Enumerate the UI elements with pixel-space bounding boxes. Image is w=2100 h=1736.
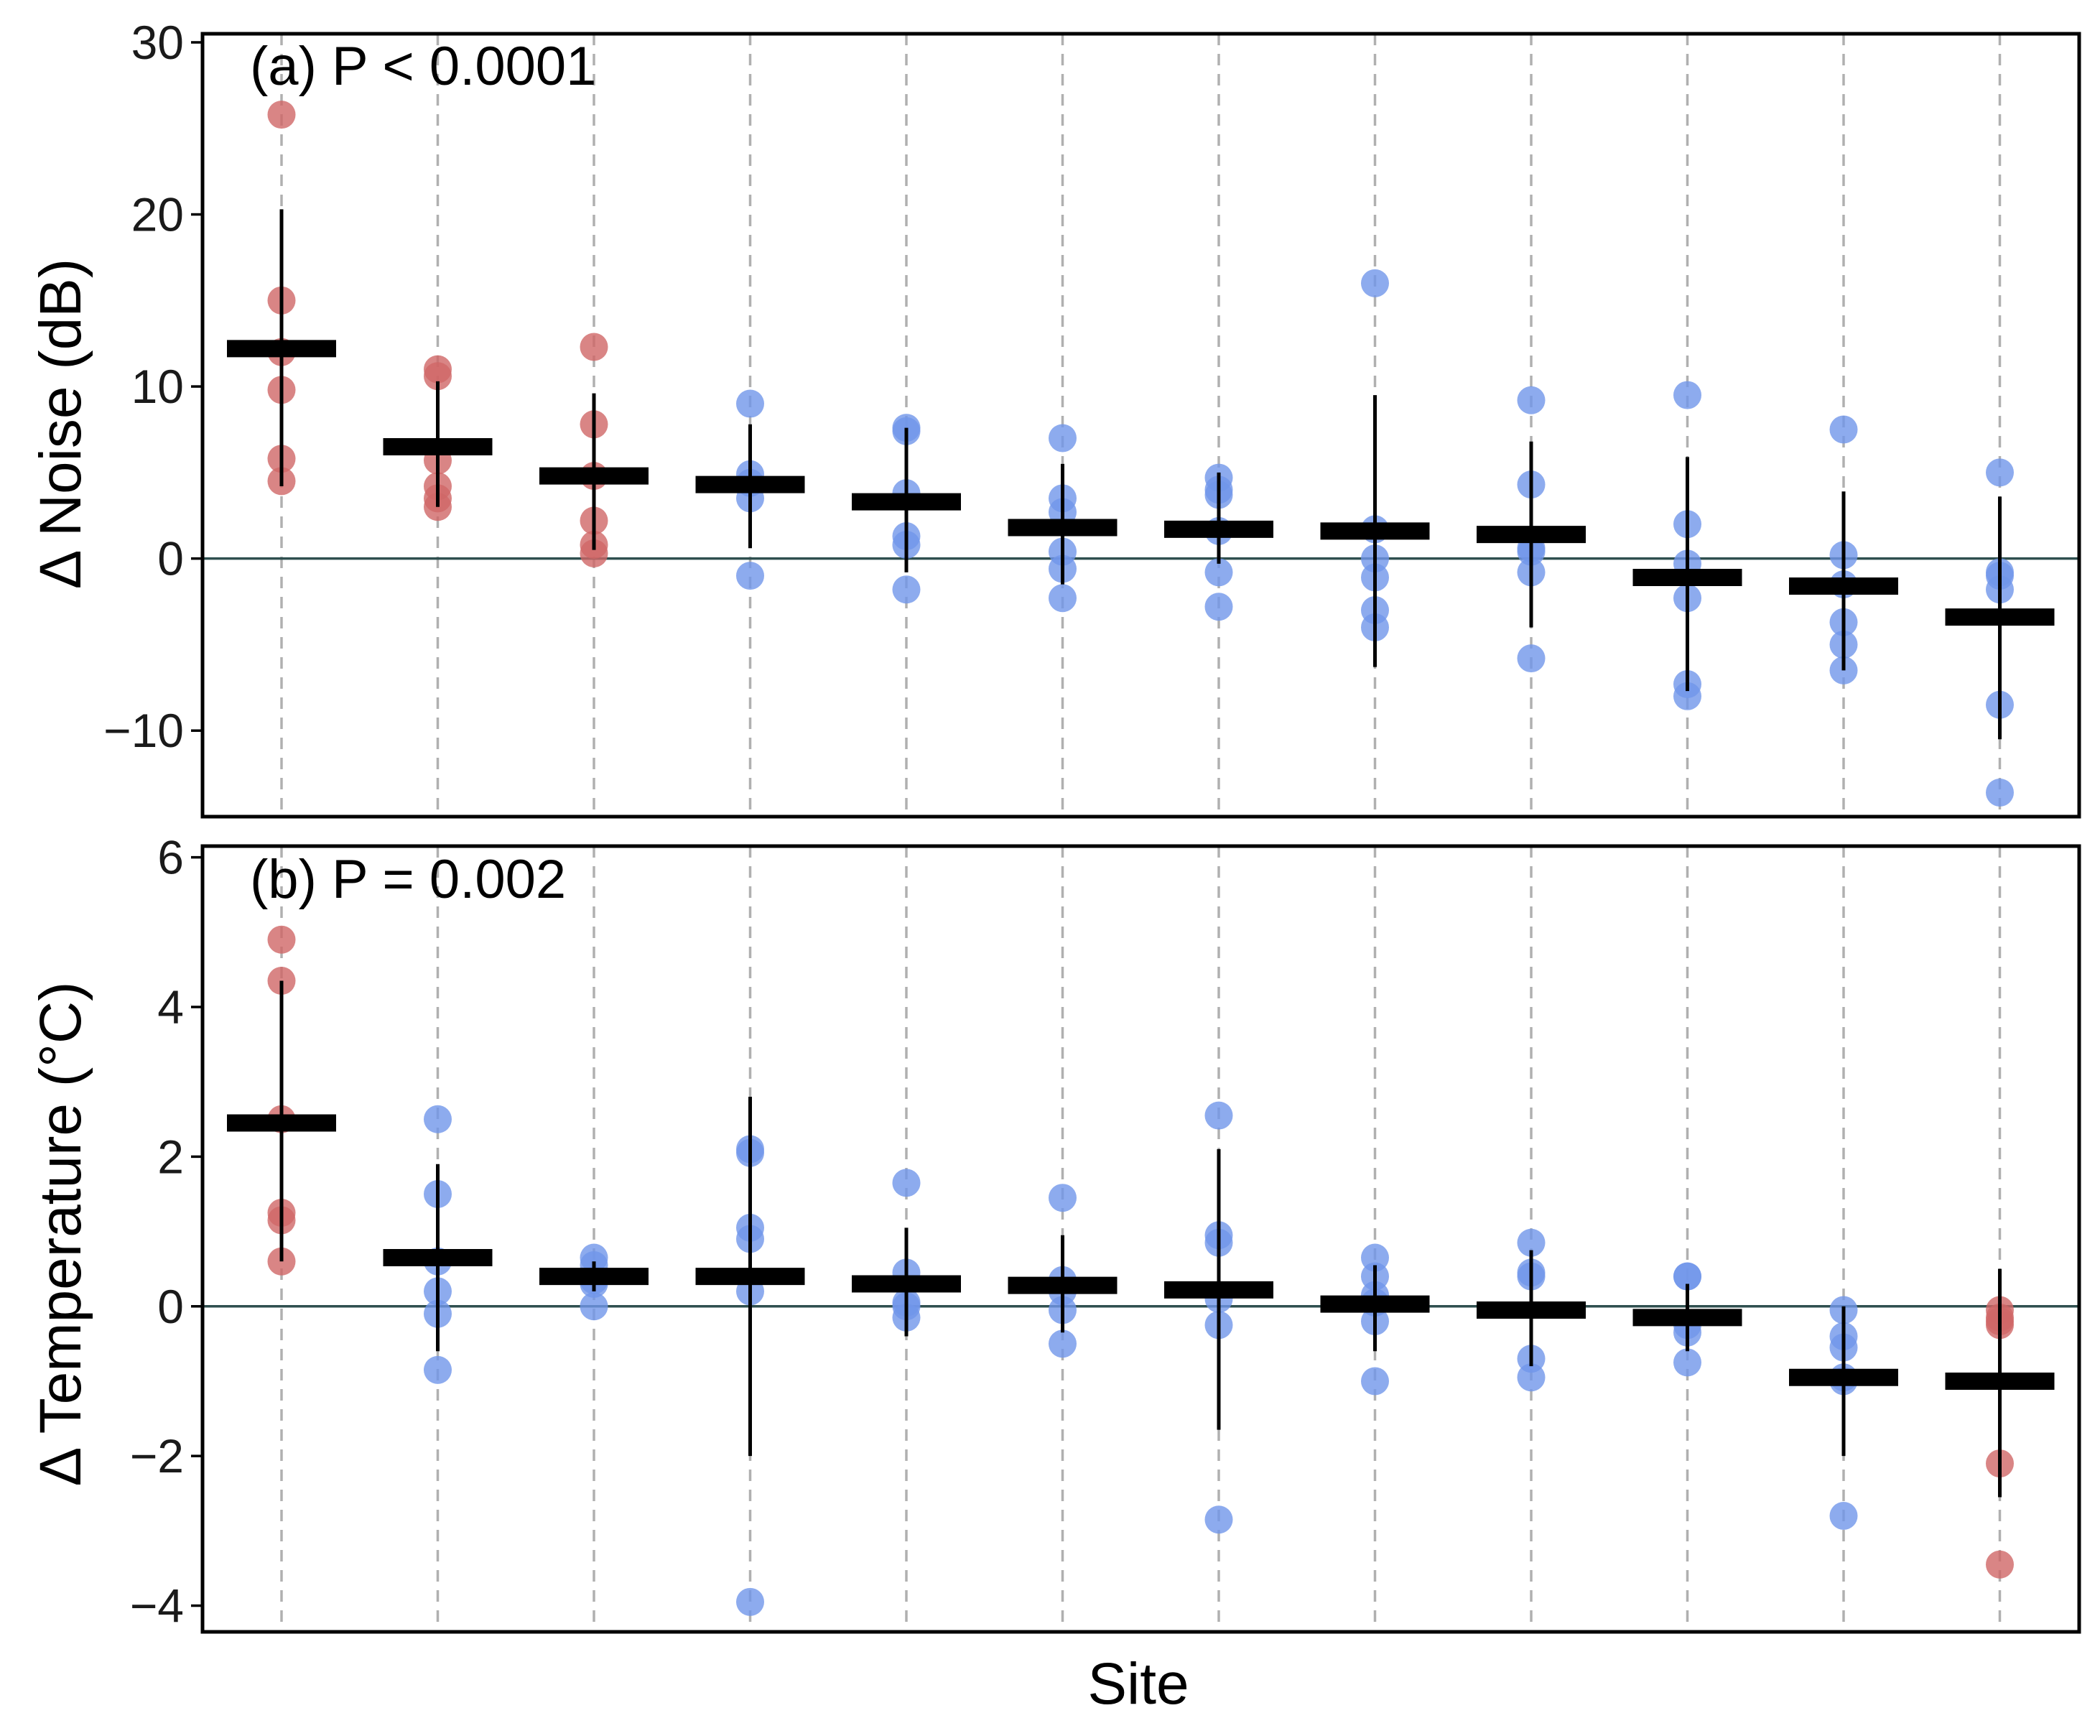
- temp-plot-layer: −4 −2 0 2 4 6: [130, 831, 2081, 1634]
- temp-site-6-point-1: [1049, 1184, 1077, 1212]
- temp-site-7-point-1: [1204, 1101, 1233, 1130]
- noise-site-11-point-1: [1829, 415, 1858, 444]
- panel-a-title: (a) P < 0.0001: [250, 36, 596, 97]
- noise-site-1-point-1: [267, 101, 296, 129]
- noise-ytick-label-30: 30: [131, 16, 184, 69]
- panel-b-title: (b) P = 0.002: [250, 849, 566, 910]
- temp-site-9-point-5: [1517, 1363, 1546, 1392]
- temp-ytick-label-6: 6: [157, 831, 184, 884]
- temp-site-11-point-6: [1829, 1502, 1858, 1531]
- temperature-axis-title: Δ Temperature (°C): [28, 982, 93, 1487]
- noise-site-7-point-6: [1204, 593, 1233, 621]
- noise-site-6-point-1: [1049, 424, 1077, 452]
- noise-site-2-point-2: [424, 362, 452, 391]
- temp-site-3-point-5: [580, 1292, 608, 1321]
- noise-site-10-point-1: [1673, 381, 1701, 409]
- noise-site-12-point-6: [1986, 778, 2014, 807]
- temp-site-2-point-1: [424, 1105, 452, 1133]
- noise-ytick-label-0: 0: [157, 532, 184, 585]
- noise-site-7-point-5: [1204, 558, 1233, 587]
- temp-panel-frame: [200, 844, 2081, 1634]
- noise-site-4-point-5: [736, 562, 764, 590]
- temp-ytick-label--2: −2: [130, 1429, 184, 1482]
- noise-site-10-point-6: [1673, 682, 1701, 710]
- noise-site-9-point-1: [1517, 386, 1546, 414]
- temp-site-4-point-6: [736, 1587, 764, 1616]
- site-axis-title: Site: [1087, 1651, 1189, 1717]
- temperature-panel: −4 −2 0 2 4 6 (b) P = 0.002 Δ Temperature (°C…: [28, 831, 2081, 1634]
- temp-ytick-label-0: 0: [157, 1280, 184, 1333]
- noise-site-3-point-1: [580, 333, 608, 361]
- noise-axis-title: Δ Noise (dB): [28, 259, 93, 589]
- noise-site-4-point-1: [736, 389, 764, 418]
- temp-site-5-point-1: [892, 1169, 921, 1197]
- temp-site-7-point-6: [1204, 1505, 1233, 1534]
- noise-site-3-point-6: [580, 539, 608, 567]
- temp-ytick-label--4: −4: [130, 1579, 184, 1633]
- noise-plot-layer: −10 0 10 20 30: [103, 16, 2081, 819]
- noise-ytick-label-20: 20: [131, 188, 184, 241]
- temp-site-12-point-6: [1986, 1550, 2014, 1579]
- temp-site-10-point-5: [1673, 1348, 1701, 1377]
- noise-site-6-point-6: [1049, 584, 1077, 613]
- noise-ytick-label--10: −10: [103, 704, 184, 757]
- temp-site-10-point-2: [1673, 1262, 1701, 1291]
- temp-site-6-point-5: [1049, 1329, 1077, 1358]
- noise-panel-frame: [200, 32, 2081, 819]
- noise-site-5-point-6: [892, 575, 921, 604]
- noise-site-9-point-6: [1517, 644, 1546, 673]
- temp-site-1-point-1: [267, 925, 296, 954]
- noise-ytick-label-10: 10: [131, 360, 184, 413]
- temp-site-9-point-1: [1517, 1228, 1546, 1257]
- noise-site-8-point-1: [1361, 269, 1389, 297]
- temp-site-8-point-6: [1361, 1367, 1389, 1396]
- temp-ytick-label-4: 4: [157, 980, 184, 1034]
- temp-site-2-point-6: [424, 1355, 452, 1384]
- temp-ytick-label-2: 2: [157, 1130, 184, 1183]
- noise-site-12-point-1: [1986, 458, 2014, 487]
- noise-panel: −10 0 10 20 30 (a) P < 0.0001 Δ Noise (dB): [28, 16, 2081, 819]
